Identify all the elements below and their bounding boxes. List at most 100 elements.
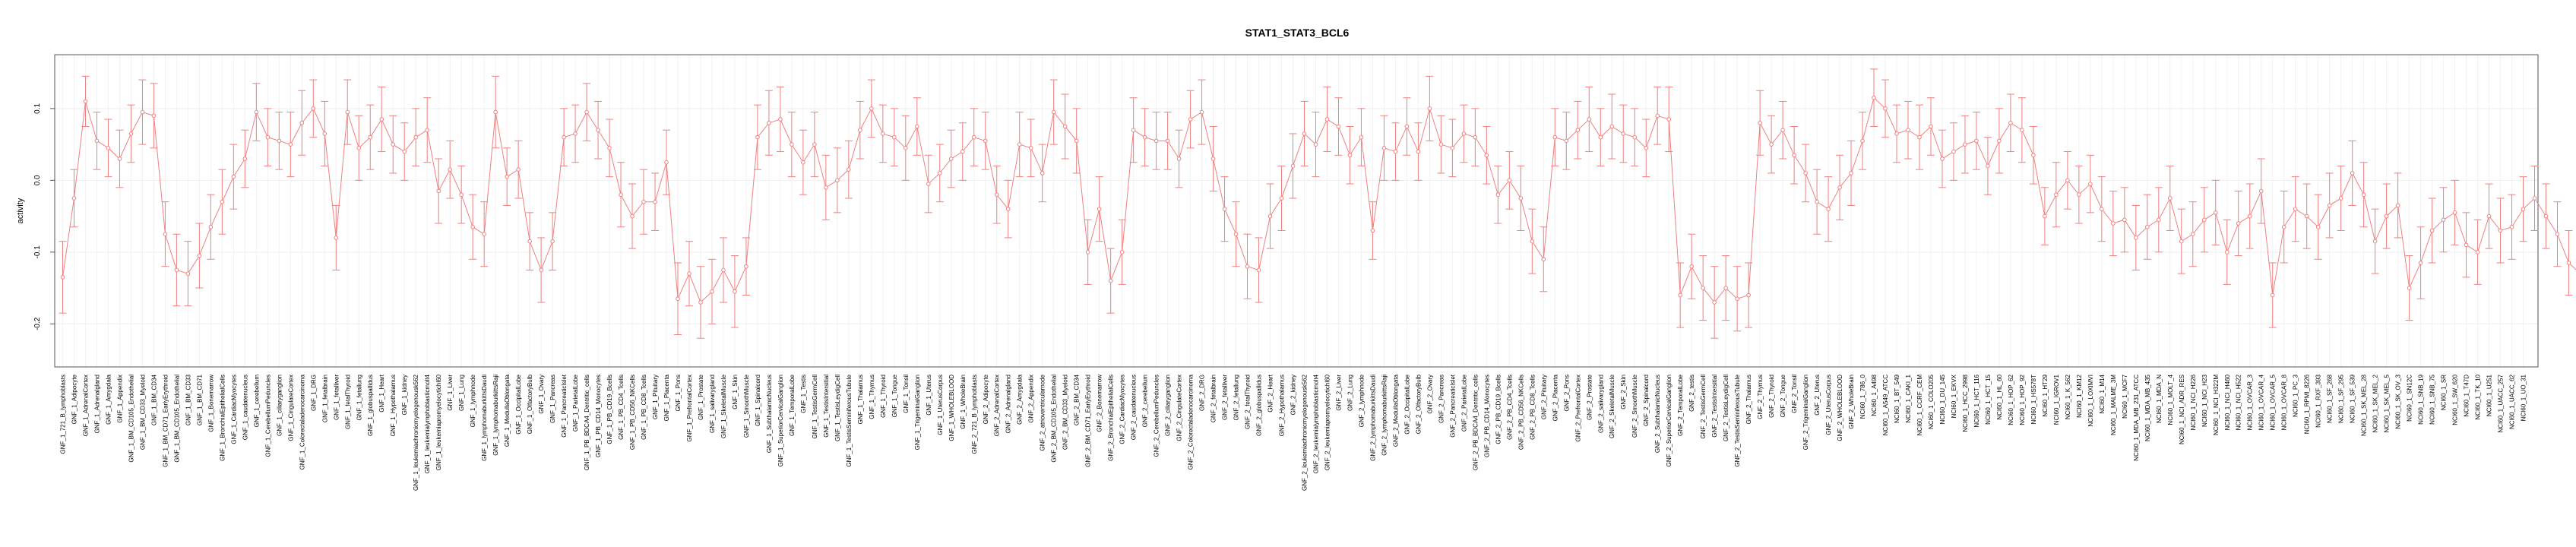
- x-tick-label: GNF_1_SuperiorCervicalGanglion: [777, 375, 784, 466]
- data-point: [1097, 207, 1102, 211]
- x-tick-label: GNF_1_SkeletalMuscle: [720, 374, 727, 438]
- y-axis-label: activity: [16, 198, 25, 223]
- data-point: [311, 106, 316, 111]
- x-tick-label: GNF_2_Hypothalamus: [1279, 375, 1286, 436]
- x-tick-label: GNF_2_PB_CD14_Monocytes: [1483, 375, 1490, 457]
- data-point: [2315, 224, 2321, 229]
- data-point: [1142, 134, 1147, 140]
- data-point: [2247, 213, 2252, 219]
- data-point: [334, 236, 339, 240]
- x-tick-label: GNF_2_OlfactoryBulb: [1415, 374, 1422, 434]
- x-tick-label: NCI60_1_MDA_N: [2156, 375, 2163, 423]
- x-tick-label: GNF_1_TrigeminalGanglion: [914, 375, 921, 450]
- data-point: [1837, 185, 1842, 190]
- x-tick-label: NCI60_1_RPMI_8226: [2304, 374, 2311, 434]
- x-tick-label: GNF_2_lymphomaburkittsDaudi: [1369, 375, 1376, 461]
- data-point: [778, 117, 783, 122]
- data-point: [1644, 146, 1649, 150]
- data-point: [2077, 192, 2081, 198]
- data-point: [1222, 207, 1227, 211]
- x-tick-label: NCI60_1_SK_OV_3: [2395, 374, 2402, 428]
- data-point: [1986, 163, 1990, 169]
- data-point: [1131, 128, 1136, 133]
- x-tick-label: GNF_1_lymphomaburkittsDaudi: [481, 375, 488, 461]
- data-point: [2008, 120, 2013, 125]
- data-point: [413, 134, 419, 140]
- x-tick-label: GNF_2_TestisLeydigCell: [1723, 375, 1729, 441]
- data-point: [299, 120, 305, 125]
- data-point: [1849, 171, 1853, 175]
- data-point: [425, 128, 430, 133]
- data-point: [1279, 196, 1284, 201]
- data-point: [117, 157, 122, 161]
- data-point: [1894, 131, 1899, 136]
- data-point: [1324, 117, 1330, 122]
- x-tick-label: GNF_1_BM_CD33: [185, 374, 191, 425]
- x-tick-label: GNF_1_DRG: [310, 375, 317, 411]
- x-tick-label: GNF_1_WHOLEBLOOD: [948, 375, 955, 441]
- data-point: [2111, 221, 2116, 226]
- data-point: [2486, 213, 2492, 219]
- data-point: [1883, 106, 1888, 111]
- x-tick-label: GNF_2_Adrenalgland: [1005, 375, 1012, 433]
- data-point: [869, 106, 874, 111]
- x-tick-label: GNF_2_Adipocyte: [983, 374, 989, 424]
- data-point: [1210, 157, 1216, 161]
- x-tick-label: NCI60_1_EKVX: [1951, 374, 1957, 418]
- x-tick-label: GNF_1_fetalliver: [333, 375, 340, 420]
- x-tick-label: GNF_2_Thyroid: [1768, 375, 1775, 418]
- x-tick-label: GNF_1_TestisGermCell: [812, 375, 818, 439]
- x-tick-label: GNF_1_Pituitary: [652, 375, 659, 419]
- data-point: [1803, 171, 1808, 175]
- x-tick-label: GNF_1_Prostate: [698, 374, 704, 420]
- x-tick-label: GNF_2_Pituitary: [1540, 375, 1547, 419]
- x-tick-label: NCI60_1_HCT_116: [1973, 374, 1980, 427]
- x-tick-label: NCI60_1_SW_620: [2452, 374, 2459, 425]
- data-point: [1678, 292, 1682, 298]
- x-tick-label: GNF_2_Amygdala: [1017, 374, 1024, 424]
- x-tick-label: GNF_2_fetalliver: [1222, 375, 1229, 420]
- x-tick-label: GNF_1_PB_CD8_Tcells: [641, 375, 647, 440]
- x-tick-label: GNF_1_BM_CD33_Myeloid: [139, 375, 146, 450]
- x-tick-label: GNF_2_PancreaticIslet: [1449, 374, 1456, 437]
- x-tick-label: GNF_1_PrefrontalCortex: [686, 375, 693, 441]
- data-point: [1085, 250, 1090, 255]
- data-point: [2372, 239, 2378, 244]
- data-point: [1165, 138, 1170, 144]
- x-tick-label: GNF_2_testis: [1688, 375, 1695, 412]
- x-tick-label: GNF_2_TrigeminalGanglion: [1802, 375, 1809, 450]
- data-point: [1302, 131, 1307, 136]
- x-tick-label: GNF_2_Pancreas: [1438, 375, 1445, 423]
- x-tick-label: NCI60_1_HOP_62: [2008, 374, 2014, 425]
- plot-frame: [54, 54, 2539, 368]
- data-point: [1792, 153, 1796, 158]
- x-tick-label: NCI60_1_OVCAR_8: [2281, 374, 2288, 430]
- series-line: [62, 96, 2576, 303]
- x-tick-label: GNF_1_MedullaOblongata: [504, 374, 511, 447]
- data-point: [470, 224, 475, 229]
- data-point: [242, 157, 248, 161]
- data-point: [1598, 134, 1603, 140]
- x-tick-label: GNF_2_WHOLEBLOOD: [1837, 375, 1843, 441]
- data-point: [2498, 228, 2503, 233]
- x-tick-label: GNF_2_Appendix: [1028, 375, 1035, 423]
- x-tick-label: GNF_2_TemporalLobe: [1677, 374, 1684, 435]
- data-point: [1860, 138, 1865, 144]
- x-tick-label: GNF_1_PancreaticIslet: [561, 374, 568, 437]
- x-tick-label: GNF_2_caudatenucleus: [1131, 375, 1138, 440]
- x-tick-label: GNF_2_Ovary: [1426, 375, 1433, 414]
- data-point: [1347, 153, 1353, 158]
- data-point: [2145, 224, 2150, 229]
- x-tick-label: GNF_1_Ovary: [538, 375, 545, 414]
- data-point: [596, 128, 600, 133]
- x-tick-label: GNF_1_Skin: [732, 375, 739, 409]
- x-tick-label: GNF_2_Tongue: [1780, 374, 1786, 417]
- x-tick-label: GNF_2_WholeBrain: [1848, 375, 1855, 429]
- data-point: [2258, 188, 2264, 194]
- x-tick-label: NCI60_1_RXF_393: [2315, 374, 2322, 427]
- x-tick-label: NCI60_1_NCI_H522: [2236, 374, 2242, 430]
- data-point: [1974, 138, 1979, 144]
- data-point: [835, 178, 840, 183]
- x-tick-label: NCI60_1_SF_295: [2338, 374, 2345, 423]
- x-tick-label: NCI60_1_SF_268: [2327, 374, 2334, 423]
